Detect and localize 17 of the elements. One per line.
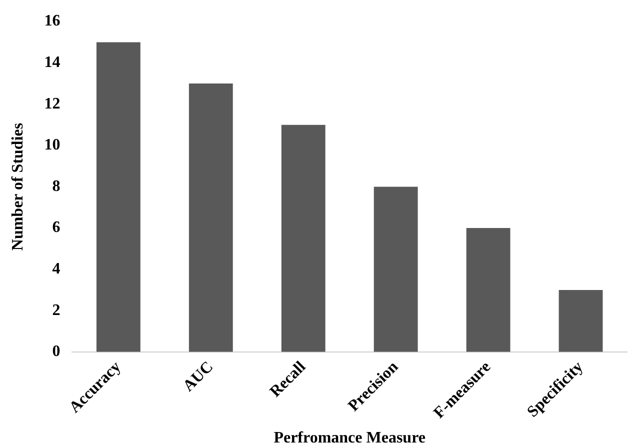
y-tick-label: 10: [44, 136, 60, 154]
bar: [558, 290, 603, 352]
bar: [374, 186, 418, 352]
y-tick-label: 6: [52, 219, 60, 236]
y-tick-label: 12: [44, 95, 60, 112]
bar: [96, 42, 140, 352]
y-tick-label: 16: [44, 12, 60, 30]
bar: [466, 228, 510, 352]
y-tick-label: 4: [52, 260, 60, 278]
y-tick-label: 14: [44, 54, 60, 72]
bar: [188, 84, 233, 352]
y-tick-label: 8: [52, 178, 60, 195]
y-tick-label: 0: [52, 343, 60, 360]
bar: [281, 124, 326, 352]
y-axis-title: Number of Studies: [10, 122, 27, 251]
y-tick-label: 2: [52, 302, 60, 319]
x-axis-title: Perfromance Measure: [274, 430, 426, 447]
